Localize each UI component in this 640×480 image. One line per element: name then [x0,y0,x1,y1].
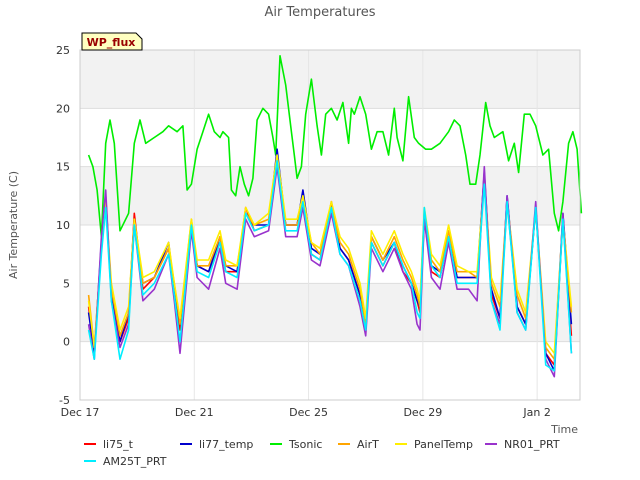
legend-label: li77_temp [199,438,253,451]
y-tick-label: -5 [59,394,70,407]
chart-title: Air Temperatures [264,5,375,20]
y-tick-label: 20 [56,102,70,115]
x-tick-label: Dec 29 [403,406,442,419]
legend-label: Tsonic [288,438,322,451]
legend: li75_t li77_temp Tsonic AirT PanelTemp NR01_P… [84,438,560,468]
legend-label: PanelTemp [414,438,473,451]
x-tick-label: Jan 2 [522,406,550,419]
legend-label: AM25T_PRT [103,455,167,468]
series-line-tsonic [87,55,583,238]
y-tick-labels: -5 0 5 10 15 20 25 [56,44,70,407]
plot-band [80,341,580,400]
legend-label: li75_t [103,438,134,451]
y-tick-label: 10 [56,219,70,232]
series-lines [87,55,583,378]
series-line-am25t-prt [87,160,573,372]
x-tick-label: Dec 17 [61,406,100,419]
y-tick-label: 15 [56,161,70,174]
site-badge-label: WP_flux [87,36,136,49]
site-badge: WP_flux [81,32,143,51]
y-tick-label: 0 [63,336,70,349]
plot-band [80,108,580,167]
plot-frame [79,49,581,401]
y-axis-label: Air Temperature (C) [7,171,20,279]
x-axis-label: Time [550,423,578,436]
x-tick-label: Dec 21 [175,406,214,419]
y-tick-label: 5 [63,277,70,290]
x-tick-label: Dec 25 [289,406,328,419]
y-tick-label: 25 [56,44,70,57]
plot-band [80,283,580,342]
plot-band [80,50,580,109]
legend-label: NR01_PRT [504,438,560,451]
x-tick-labels: Dec 17 Dec 21 Dec 25 Dec 29 Jan 2 [61,406,551,419]
legend-label: AirT [357,438,379,451]
